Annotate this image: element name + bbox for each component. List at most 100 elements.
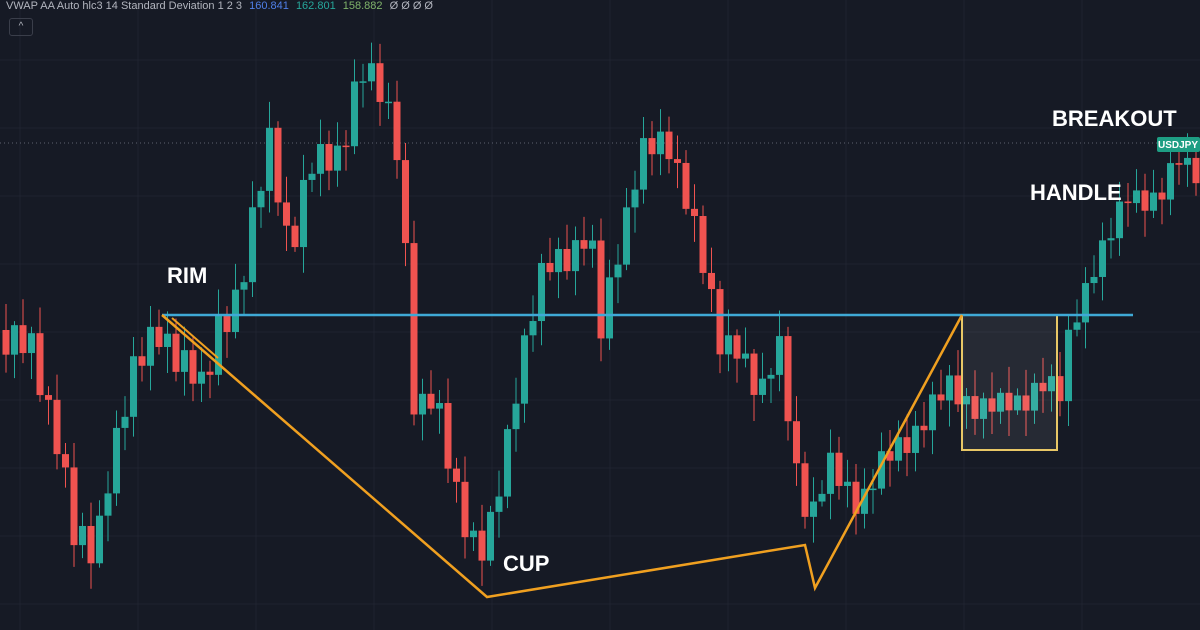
candle-body <box>2 330 10 355</box>
candle-body <box>631 189 639 208</box>
candle-body <box>555 248 562 273</box>
candle-body <box>240 282 248 290</box>
candle-body <box>368 63 375 82</box>
candle-body <box>1116 201 1123 239</box>
candle-body <box>572 240 579 272</box>
candle-body <box>376 63 384 102</box>
candle-body <box>359 81 367 83</box>
candle-body <box>844 481 851 486</box>
indicator-value: 158.882 <box>342 0 383 12</box>
candle-body <box>640 138 647 190</box>
candle-body <box>682 162 690 209</box>
candle-body <box>62 454 69 468</box>
candle-body <box>980 398 987 419</box>
candle-body <box>1167 163 1174 200</box>
candle-body <box>198 371 205 384</box>
candle-body <box>155 326 163 347</box>
candle-body <box>546 262 554 273</box>
candle-body <box>87 525 95 564</box>
candle-body <box>1175 163 1183 165</box>
candle-body <box>402 160 409 244</box>
candle-body <box>886 451 894 461</box>
candle-body <box>597 240 605 339</box>
candle-body <box>257 190 265 208</box>
candle-body <box>810 501 817 517</box>
candle-body <box>223 314 231 333</box>
candle-body <box>138 356 146 366</box>
indicator-value: 160.841 <box>249 0 289 12</box>
candle-body <box>1150 192 1157 211</box>
candle-body <box>291 225 299 248</box>
indicator-value: 162.801 <box>295 0 336 12</box>
candle-body <box>36 333 44 396</box>
handle-box <box>961 314 1058 451</box>
candle-body <box>971 396 979 419</box>
candle-body <box>878 451 885 489</box>
candle-body <box>19 325 27 354</box>
candle-body <box>708 272 715 290</box>
candle-body <box>70 467 78 546</box>
price-tag: USDJPY <box>1158 140 1198 151</box>
candle-body <box>852 481 860 514</box>
candle-body <box>274 127 282 203</box>
candle-body <box>1014 395 1021 411</box>
candle-body <box>665 131 673 160</box>
candle-body <box>1031 382 1038 411</box>
candle-body <box>759 378 766 395</box>
candle-body <box>283 202 290 226</box>
candle-body <box>1022 395 1030 411</box>
candle-body <box>716 289 724 355</box>
candle-body <box>53 399 61 455</box>
candle-body <box>1065 329 1072 402</box>
candle-body <box>512 403 520 430</box>
candle-body <box>725 335 732 355</box>
candle-body <box>504 429 511 497</box>
candle-body <box>776 336 783 375</box>
handle-label: HANDLE <box>1030 180 1122 205</box>
cup-label: CUP <box>503 551 549 576</box>
candle-body <box>963 396 970 405</box>
candle-body <box>1124 201 1132 204</box>
candle-body <box>461 481 469 538</box>
candle-body <box>45 395 52 400</box>
candle-body <box>937 394 945 401</box>
candle-body <box>691 208 698 217</box>
cup-outline-edge <box>171 317 219 359</box>
candle-body <box>1192 157 1200 184</box>
candle-body <box>385 101 392 104</box>
candle-body <box>393 101 401 161</box>
candle-body <box>521 335 528 404</box>
candle-body <box>11 325 18 355</box>
candle-body <box>1107 238 1115 241</box>
candle-body <box>793 421 800 464</box>
candle-body <box>988 398 996 412</box>
candle-body <box>436 403 443 409</box>
collapse-button[interactable]: ^ <box>9 18 33 36</box>
candle-body <box>249 207 256 283</box>
candle-body <box>538 262 545 322</box>
candle-body <box>529 321 537 336</box>
candle-body <box>946 375 953 401</box>
indicator-header: VWAP AA Auto hlc3 14 Standard Deviation … <box>6 0 437 12</box>
candle-body <box>1090 276 1098 284</box>
candle-body <box>835 452 843 486</box>
candle-body <box>334 145 341 171</box>
candle-body <box>1099 240 1106 277</box>
candle-body <box>614 264 622 278</box>
candle-body <box>674 159 681 163</box>
candle-body <box>79 525 86 546</box>
candle-body <box>1039 382 1047 392</box>
candle-body <box>121 416 129 428</box>
candle-body <box>342 145 350 148</box>
candle-body <box>317 144 324 174</box>
candle-body <box>28 333 35 354</box>
candle-body <box>801 463 809 517</box>
candle-body <box>470 530 477 538</box>
candle-body <box>954 375 962 405</box>
candle-body <box>215 314 222 375</box>
candle-body <box>308 173 316 180</box>
candle-body <box>351 81 358 147</box>
candle-body <box>130 356 137 417</box>
candle-body <box>657 131 664 155</box>
